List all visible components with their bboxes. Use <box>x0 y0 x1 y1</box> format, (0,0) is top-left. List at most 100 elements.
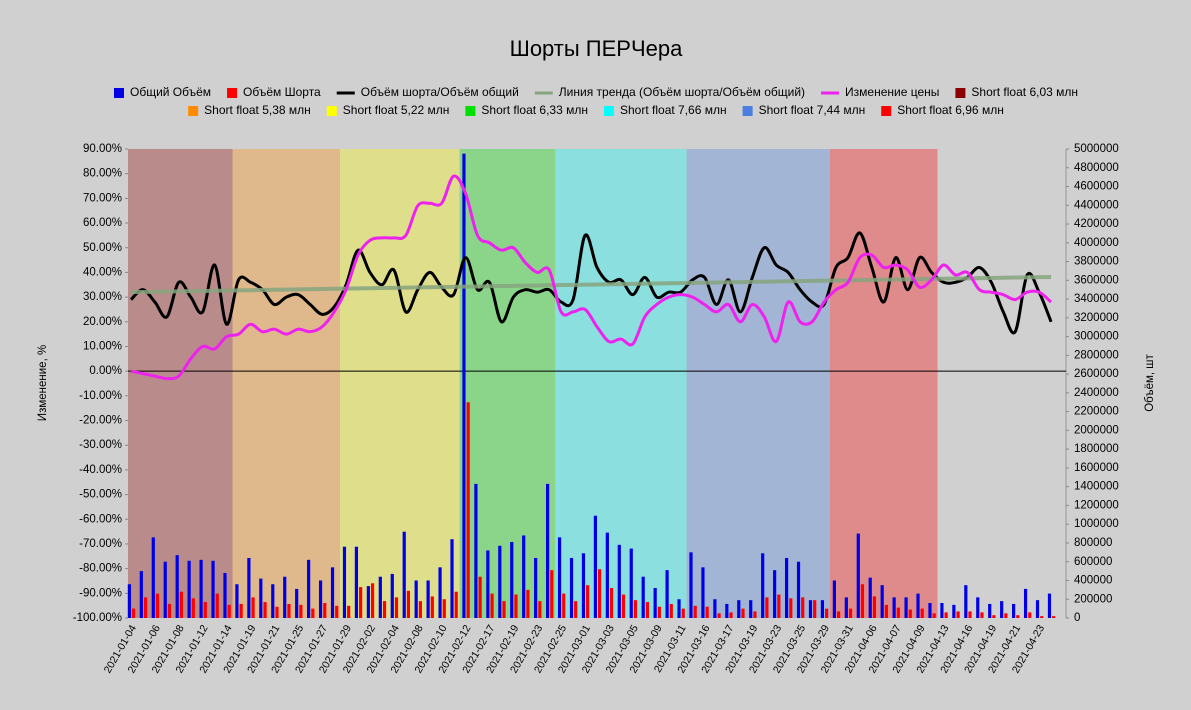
y2-tick-label: 4800000 <box>1074 162 1119 174</box>
bar <box>526 589 530 618</box>
bar <box>641 576 645 618</box>
bar <box>1040 616 1044 618</box>
bar <box>191 598 195 618</box>
y-tick-label: 40.00% <box>83 266 122 278</box>
y2-tick-label: 400000 <box>1074 575 1112 587</box>
bar <box>749 600 753 618</box>
legend-label: Short float 7,44 млн <box>759 103 866 117</box>
bar <box>593 515 597 618</box>
bar <box>546 483 550 618</box>
bar <box>227 604 231 618</box>
y2-axis-label: Объём, шт <box>1144 354 1156 412</box>
bar <box>820 600 825 618</box>
y-tick-label: -30.00% <box>79 439 122 451</box>
bar <box>980 612 984 618</box>
bar <box>832 580 836 618</box>
bar <box>860 584 865 618</box>
bar <box>323 602 327 618</box>
y2-tick-label: 600000 <box>1074 556 1112 568</box>
y2-tick-label: 3800000 <box>1074 256 1119 268</box>
y2-tick-label: 3400000 <box>1074 293 1119 305</box>
bar <box>179 591 183 618</box>
y2-tick-label: 2000000 <box>1074 424 1119 436</box>
legend-label: Short float 6,33 млн <box>481 103 588 117</box>
bar <box>251 597 255 618</box>
bar <box>848 608 853 618</box>
bar <box>633 600 638 618</box>
bar <box>796 561 801 618</box>
y-tick-label: 30.00% <box>83 291 122 303</box>
bar <box>418 601 422 618</box>
bar <box>486 550 490 618</box>
bar <box>665 570 669 618</box>
bar <box>813 600 817 618</box>
y-tick-label: 70.00% <box>83 192 122 204</box>
legend-marker <box>955 88 966 98</box>
bar <box>426 580 430 618</box>
bar <box>844 597 848 618</box>
bar <box>705 606 709 618</box>
y-tick-label: 0.00% <box>89 365 122 377</box>
bar <box>342 546 347 618</box>
bar <box>199 559 203 618</box>
bar <box>784 557 789 618</box>
bar <box>916 593 920 618</box>
bar <box>167 603 172 618</box>
bar <box>534 557 538 618</box>
short-float-band <box>555 149 687 618</box>
bar <box>155 593 160 618</box>
y2-tick-label: 2400000 <box>1074 387 1119 399</box>
line <box>129 231 1053 335</box>
bar <box>223 572 227 618</box>
y2-tick-label: 5000000 <box>1074 143 1119 155</box>
bar <box>808 600 813 618</box>
bar <box>414 580 418 618</box>
bar <box>940 602 944 618</box>
bar <box>789 598 793 618</box>
bar <box>247 557 251 618</box>
bar <box>988 603 992 618</box>
bar <box>880 585 884 618</box>
bar <box>359 587 363 618</box>
y-tick-label: -90.00% <box>79 587 122 599</box>
bar <box>442 599 446 618</box>
bar <box>143 597 148 618</box>
bar <box>259 578 263 618</box>
line <box>130 274 1052 295</box>
bar <box>311 608 315 618</box>
y2-tick-label: 1000000 <box>1074 518 1119 530</box>
bar <box>151 537 155 618</box>
bar <box>522 535 526 618</box>
bar <box>741 608 745 618</box>
y2-tick-label: 3600000 <box>1074 274 1119 286</box>
bar <box>777 594 781 618</box>
y2-tick-label: 0 <box>1074 612 1080 624</box>
bar <box>474 483 478 618</box>
bar <box>498 545 502 618</box>
bar <box>574 601 578 618</box>
bar <box>139 571 143 618</box>
y2-tick-label: 2800000 <box>1074 349 1119 361</box>
bar <box>562 593 566 618</box>
bar <box>1000 601 1004 618</box>
bar <box>466 402 470 618</box>
bar <box>330 567 335 618</box>
bar <box>131 608 136 618</box>
y2-tick-label: 4400000 <box>1074 199 1119 211</box>
y-tick-label: 10.00% <box>83 341 122 353</box>
legend-marker <box>465 106 476 116</box>
bar <box>932 613 936 618</box>
bar <box>307 559 311 618</box>
bar <box>283 576 287 618</box>
bar <box>581 553 586 618</box>
y-tick-label: -40.00% <box>79 464 122 476</box>
legend-label: Short float 7,66 млн <box>620 103 727 117</box>
bar <box>462 153 466 618</box>
bar <box>586 585 590 618</box>
bar <box>347 605 351 618</box>
bar <box>737 600 741 618</box>
bar <box>378 576 382 618</box>
bar <box>904 597 908 618</box>
bar <box>773 570 777 618</box>
bar <box>557 537 562 618</box>
